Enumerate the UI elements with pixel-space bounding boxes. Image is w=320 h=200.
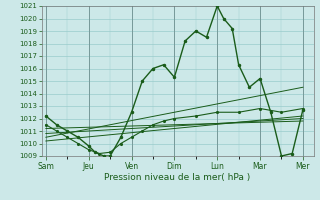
X-axis label: Pression niveau de la mer( hPa ): Pression niveau de la mer( hPa ) [104,173,251,182]
